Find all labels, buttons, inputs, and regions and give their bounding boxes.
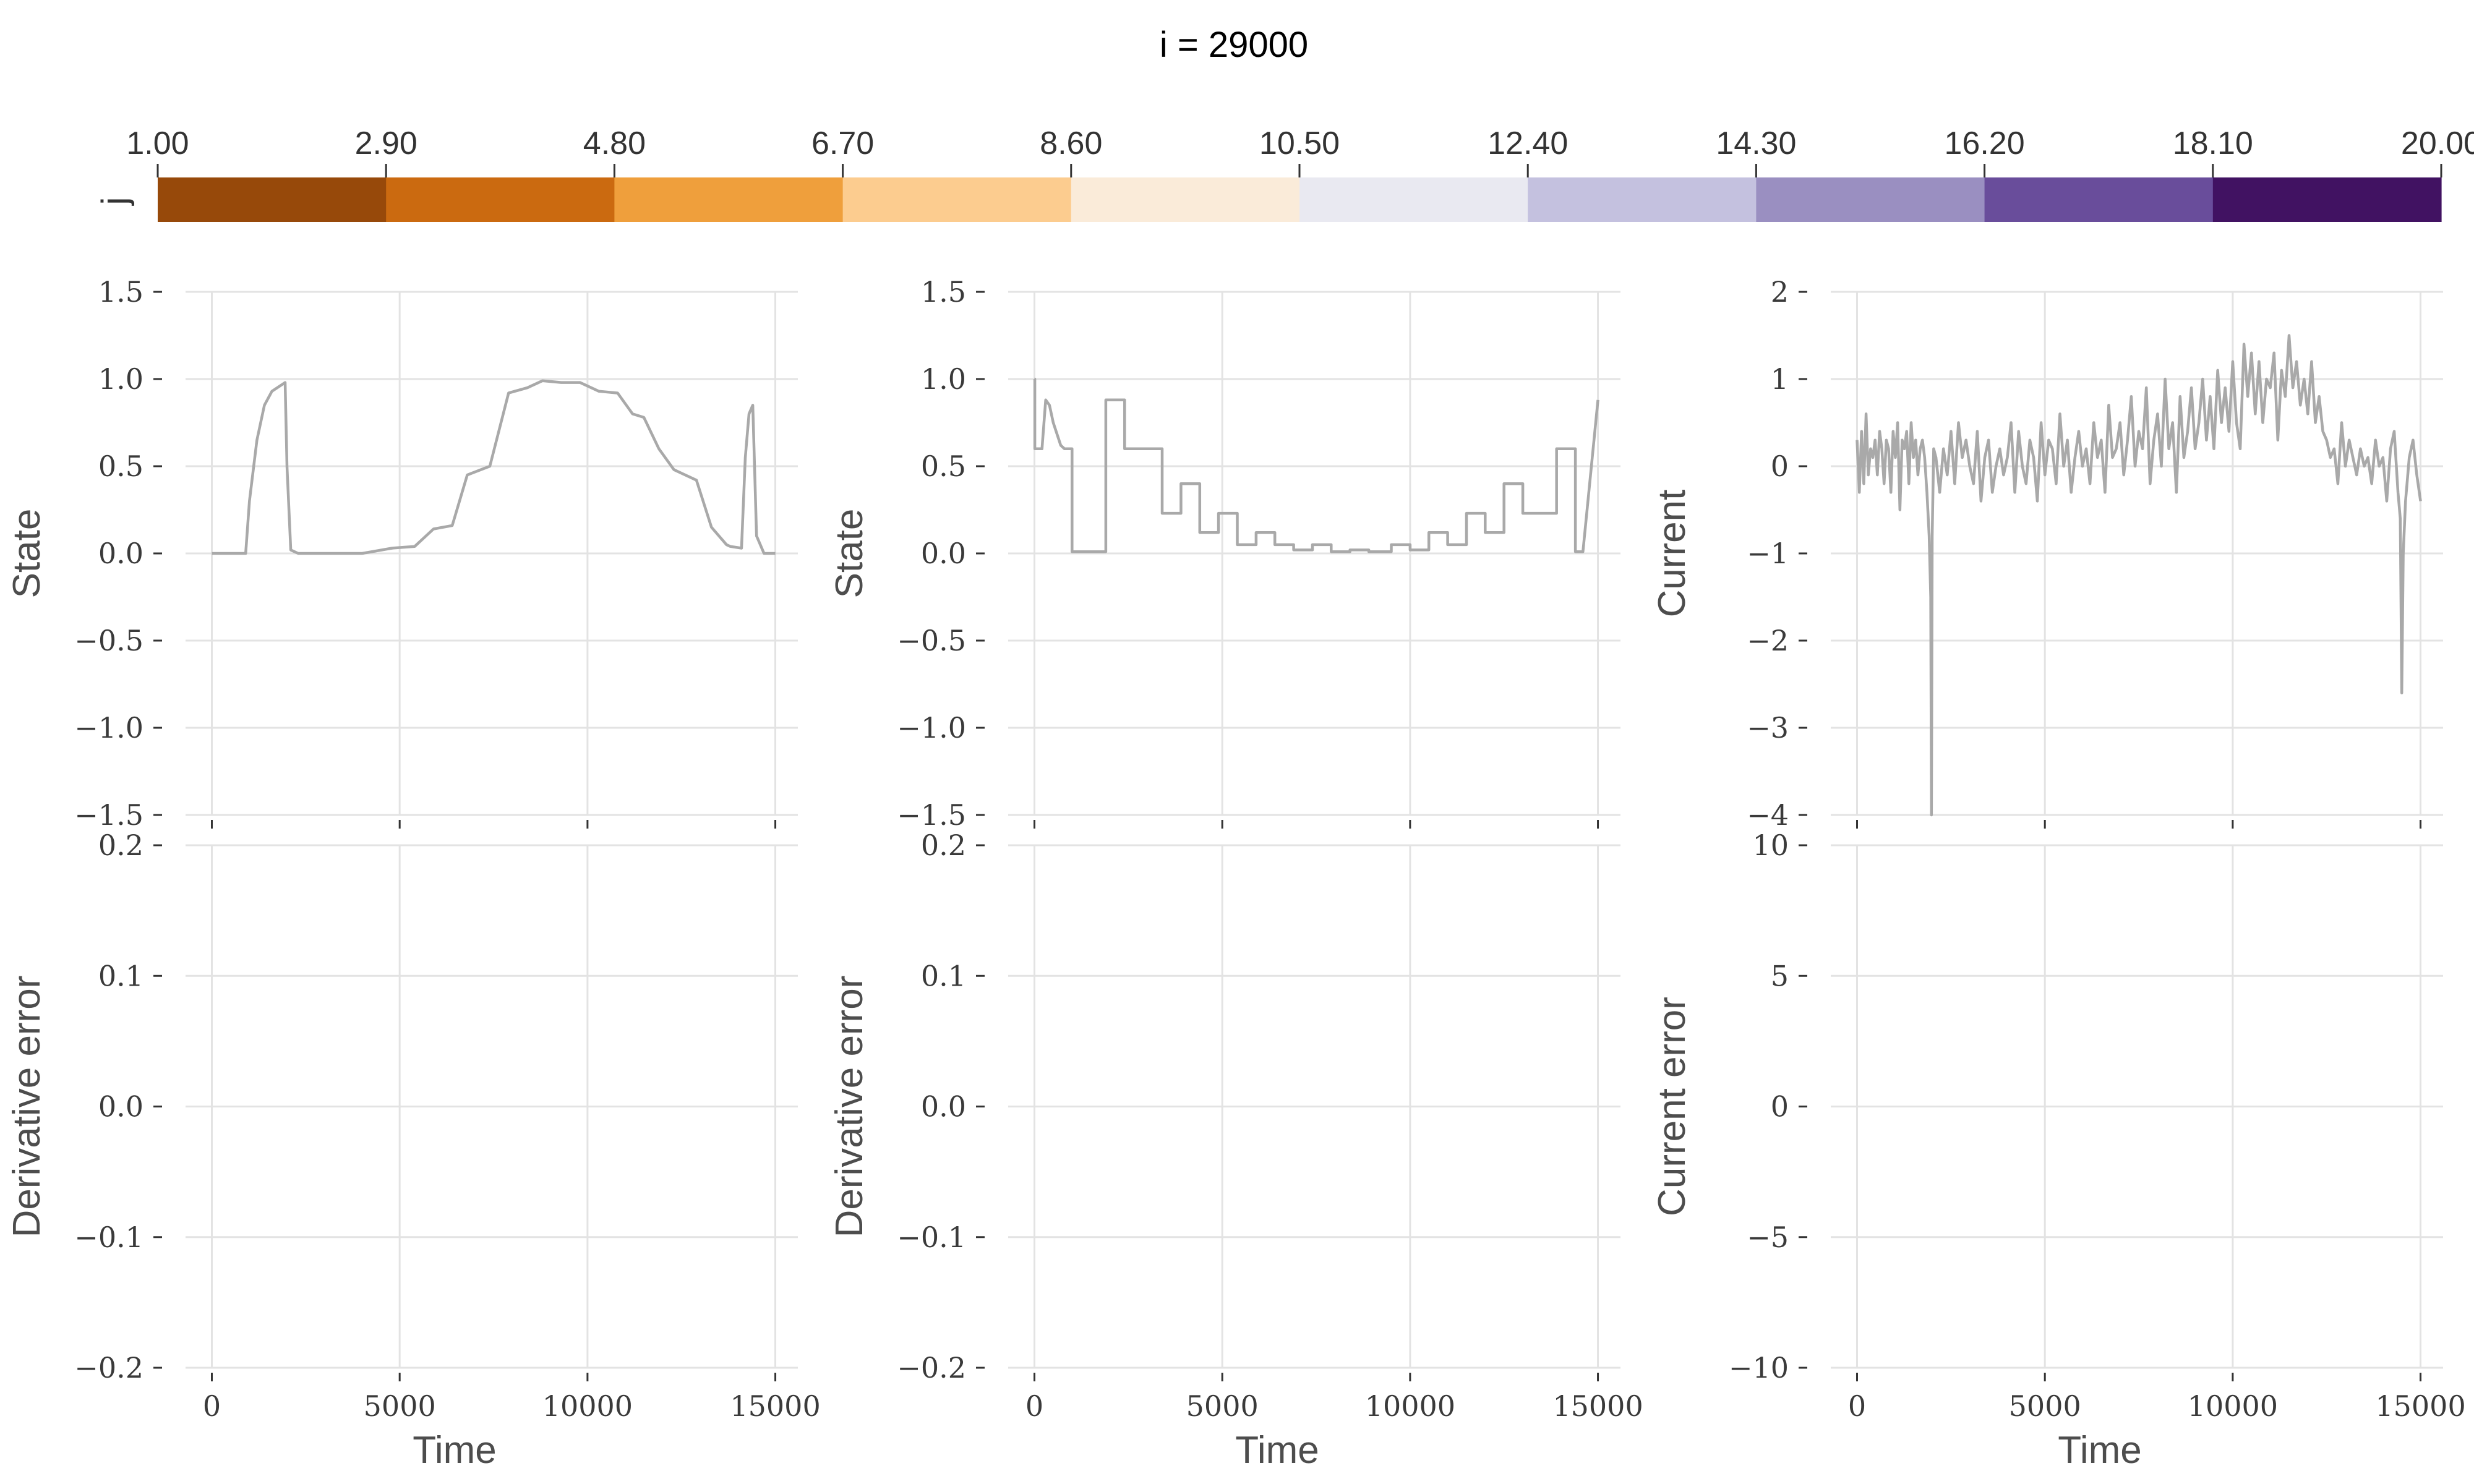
y-tick-label: 0.0 [98,1090,143,1124]
y-axis-label: State [6,509,48,599]
y-tick-label: 0.1 [921,959,966,992]
colorbar-tick-label: 20.00 [2401,126,2474,161]
y-tick-label: −1.0 [74,711,143,744]
colorbar-swatch [386,177,615,222]
panel-bottom-left: −0.2 −0.1 0.0 0.1 0.2 0 5000 10000 15000 Derivati… [6,829,821,1472]
colorbar-tick-label: 6.70 [811,126,874,161]
y-tick-label: −2 [1747,624,1789,657]
y-tick-label: −0.5 [897,624,966,657]
colorbar-tick-label: 2.90 [355,126,417,161]
y-tick-label: 0.0 [921,537,966,570]
colorbar-tick-label: 1.00 [126,126,189,161]
x-tick-label: 15000 [730,1389,820,1423]
colorbar-swatch [1528,177,1757,222]
y-tick-label: −3 [1747,711,1789,744]
colorbar-swatch [614,177,843,222]
panel-bottom-right: −10 −5 0 5 10 0 5000 10000 15000 Current error Tim… [1651,829,2466,1472]
y-tick-label: −4 [1747,798,1789,832]
y-tick-label: 1.5 [98,275,143,309]
x-tick-label: 15000 [1552,1389,1643,1423]
y-tick-label: 0.0 [921,1090,966,1124]
y-tick-label: 10 [1752,829,1789,862]
x-tick-label: 5000 [364,1389,436,1423]
y-tick-label: −1.5 [74,798,143,832]
y-tick-label: −0.5 [74,624,143,657]
y-tick-label: −1.5 [897,798,966,832]
panel-top-right: −4 −3 −2 −1 0 1 2 Current [1651,275,2443,832]
colorbar-tick-label: 18.10 [2173,126,2253,161]
colorbar-label: j [95,197,135,207]
colorbar-swatch [1071,177,1300,222]
y-tick-label: −0.1 [74,1221,143,1254]
x-tick-label: 5000 [1186,1389,1259,1423]
x-tick-label: 5000 [2009,1389,2081,1423]
x-tick-label: 0 [1025,1389,1043,1423]
panel-bottom-middle: −0.2 −0.1 0.0 0.1 0.2 0 5000 10000 15000 Derivati… [828,829,1643,1472]
x-axis-label: Time [2058,1429,2141,1472]
y-tick-label: 0.1 [98,959,143,992]
colorbar: j 1.00 2.90 4.80 6.70 8.60 10.50 12.40 14.30 16.… [95,126,2474,222]
y-tick-label: −1.0 [897,711,966,744]
panel-top-middle: −1.5 −1.0 −0.5 0.0 0.5 1.0 1.5 State [828,275,1620,832]
y-tick-label: −1 [1747,537,1789,570]
x-tick-label: 10000 [2188,1389,2278,1423]
x-tick-label: 0 [1848,1389,1866,1423]
series-line-current [1857,336,2421,816]
y-tick-label: 0.5 [98,450,143,483]
y-tick-label: −5 [1747,1221,1789,1254]
colorbar-swatch [2213,177,2442,222]
y-tick-label: 1 [1771,362,1789,396]
y-tick-label: 1.0 [98,362,143,396]
y-axis-label: Current error [1651,997,1693,1216]
colorbar-swatch [1299,177,1528,222]
y-tick-label: 1.0 [921,362,966,396]
colorbar-tick-label: 10.50 [1259,126,1340,161]
y-tick-label: 2 [1771,275,1789,309]
y-tick-label: 0.0 [98,537,143,570]
figure-title: i = 29000 [1160,25,1308,65]
colorbar-tick-label: 4.80 [583,126,646,161]
y-tick-label: −0.2 [897,1351,966,1384]
y-tick-label: −0.2 [74,1351,143,1384]
x-tick-label: 15000 [2375,1389,2465,1423]
y-axis-label: Derivative error [6,976,48,1238]
y-tick-label: 0.5 [921,450,966,483]
y-tick-label: 0 [1771,1090,1789,1124]
colorbar-swatch [1985,177,2214,222]
y-axis-label: Derivative error [828,976,871,1238]
x-axis-label: Time [413,1429,496,1472]
y-tick-label: 5 [1771,959,1789,992]
y-tick-label: −10 [1729,1351,1789,1384]
colorbar-swatch [1756,177,1985,222]
colorbar-tick-label: 14.30 [1716,126,1796,161]
panel-grid: −1.5 −1.0 −0.5 0.0 0.5 1.0 1.5 State −1.5 −1.0 −0.… [6,275,2466,1472]
y-tick-label: 1.5 [921,275,966,309]
y-axis-label: Current [1651,490,1693,618]
x-tick-label: 0 [203,1389,221,1423]
y-tick-label: 0.2 [921,829,966,862]
y-tick-label: 0 [1771,450,1789,483]
colorbar-tick-label: 8.60 [1040,126,1102,161]
colorbar-tick-label: 16.20 [1945,126,2025,161]
x-tick-label: 10000 [542,1389,633,1423]
y-tick-label: 0.2 [98,829,143,862]
x-tick-label: 10000 [1365,1389,1455,1423]
y-axis-label: State [828,509,871,599]
y-tick-label: −0.1 [897,1221,966,1254]
colorbar-swatch [158,177,387,222]
colorbar-tick-label: 12.40 [1487,126,1568,161]
panel-top-left: −1.5 −1.0 −0.5 0.0 0.5 1.0 1.5 State [6,275,798,832]
colorbar-swatch [843,177,1072,222]
x-axis-label: Time [1235,1429,1319,1472]
